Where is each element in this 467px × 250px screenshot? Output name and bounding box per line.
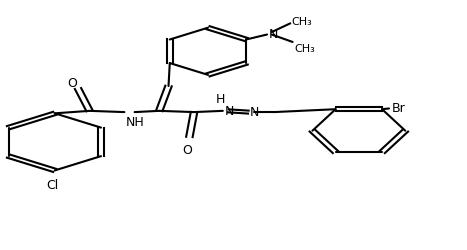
Text: N: N: [225, 104, 234, 118]
Text: N: N: [269, 28, 278, 40]
Text: Br: Br: [391, 101, 405, 114]
Text: N: N: [250, 106, 259, 118]
Text: O: O: [182, 144, 192, 156]
Text: CH₃: CH₃: [292, 17, 312, 27]
Text: CH₃: CH₃: [294, 44, 315, 54]
Text: O: O: [67, 76, 78, 90]
Text: Cl: Cl: [46, 178, 58, 191]
Text: H: H: [216, 92, 225, 105]
Text: NH: NH: [126, 115, 145, 128]
